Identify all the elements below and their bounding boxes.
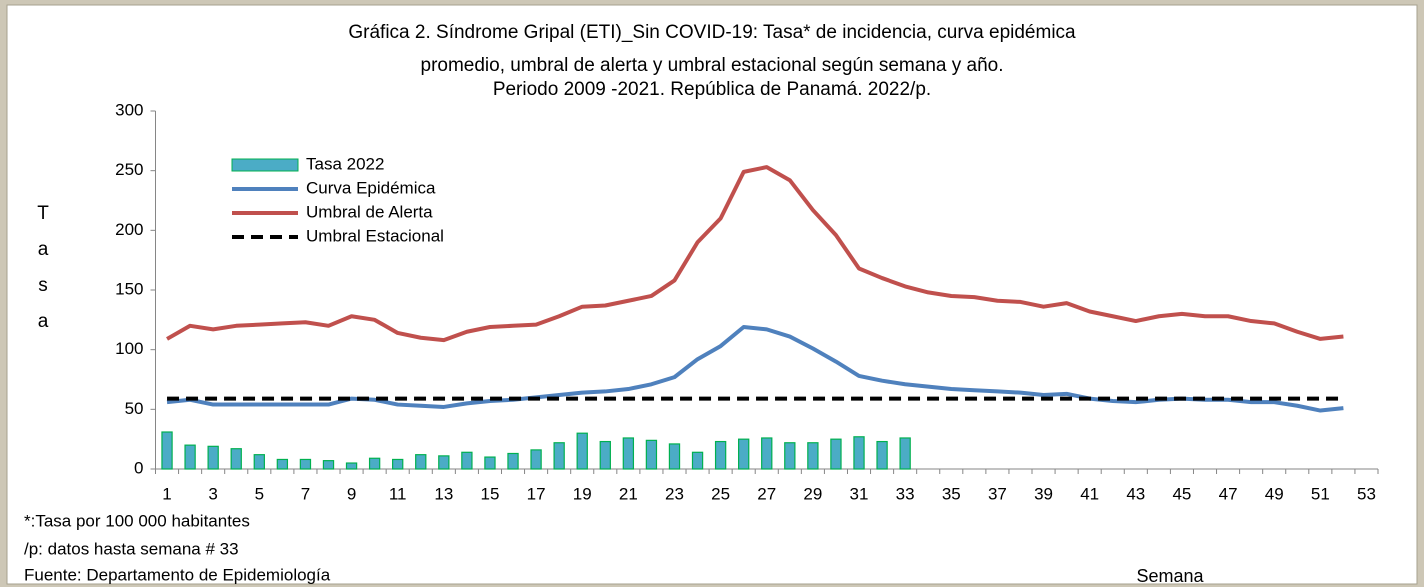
bar — [714, 440, 727, 470]
x-tick-label: 37 — [988, 484, 1007, 503]
chart-title: promedio, umbral de alerta y umbral esta… — [421, 55, 1004, 76]
legend-label: Curva Epidémica — [306, 178, 436, 197]
y-tick-label: 100 — [115, 339, 143, 358]
bar — [461, 451, 473, 470]
bar — [738, 438, 750, 470]
bar — [230, 448, 242, 470]
x-tick-label: 19 — [573, 484, 592, 503]
bar — [392, 458, 404, 470]
x-tick-label: 5 — [255, 484, 264, 503]
x-tick-label: 11 — [389, 484, 407, 503]
x-tick-label: 17 — [527, 484, 546, 503]
x-tick-label: 33 — [896, 484, 915, 503]
y-tick-label: 200 — [115, 220, 143, 239]
legend-label: Tasa 2022 — [306, 154, 384, 173]
bar — [184, 444, 196, 470]
legend-swatch — [231, 158, 299, 172]
chart-area — [6, 4, 1418, 585]
x-tick-label: 25 — [711, 484, 730, 503]
bar — [368, 457, 381, 470]
y-tick-label: 50 — [125, 399, 144, 418]
bar — [415, 454, 427, 470]
bar — [761, 437, 773, 470]
x-tick-label: 13 — [434, 484, 453, 503]
x-tick-label: 51 — [1311, 484, 1330, 503]
x-tick-label: 31 — [850, 484, 869, 503]
chart-title: Periodo 2009 -2021. República de Panamá.… — [493, 79, 931, 100]
x-tick-label: 7 — [301, 484, 310, 503]
x-tick-label: 41 — [1080, 484, 1099, 503]
x-tick-label: 23 — [665, 484, 684, 503]
x-tick-label: 15 — [480, 484, 499, 503]
footnote: Fuente: Departamento de Epidemiología — [24, 565, 331, 584]
bar — [438, 455, 450, 470]
bar — [161, 431, 173, 470]
bar — [507, 452, 519, 470]
bar — [553, 442, 565, 470]
bar — [899, 437, 911, 470]
bar — [691, 451, 704, 470]
bar — [853, 436, 865, 470]
bar — [345, 462, 358, 470]
bar — [830, 438, 842, 470]
y-tick-label: 150 — [115, 279, 143, 298]
x-tick-label: 39 — [1034, 484, 1053, 503]
chart-title: Gráfica 2. Síndrome Gripal (ETI)_Sin COV… — [348, 22, 1076, 43]
x-tick-label: 21 — [619, 484, 638, 503]
footnote: /p: datos hasta semana # 33 — [24, 539, 239, 558]
x-tick-label: 1 — [162, 484, 171, 503]
bar — [207, 445, 219, 470]
x-tick-label: 45 — [1172, 484, 1191, 503]
bar — [253, 454, 265, 470]
x-tick-label: 29 — [803, 484, 822, 503]
bar — [807, 442, 819, 470]
legend-label: Umbral de Alerta — [306, 202, 433, 221]
bar — [645, 439, 658, 470]
x-tick-label: 27 — [757, 484, 776, 503]
x-tick-label: 49 — [1265, 484, 1284, 503]
line — [166, 165, 1344, 343]
x-tick-label: 47 — [1219, 484, 1238, 503]
bar — [599, 440, 611, 470]
bar — [668, 443, 681, 470]
y-tick-label: 300 — [115, 100, 143, 119]
bar — [876, 440, 888, 470]
footnote: *:Tasa por 100 000 habitantes — [24, 511, 250, 530]
x-tick-label: 53 — [1357, 484, 1376, 503]
x-tick-label: 9 — [347, 484, 356, 503]
x-axis-label: Semana — [1136, 566, 1204, 586]
y-tick-label: 0 — [134, 458, 143, 477]
y-tick-label: 250 — [115, 160, 143, 179]
bar — [322, 460, 335, 470]
bar — [484, 456, 496, 470]
legend-label: Umbral Estacional — [306, 226, 444, 245]
y-axis-label: Tasa — [37, 203, 49, 332]
bar — [299, 458, 312, 470]
bar — [622, 437, 635, 470]
bar — [784, 442, 796, 470]
x-tick-label: 3 — [208, 484, 217, 503]
x-tick-label: 43 — [1126, 484, 1145, 503]
bar — [530, 449, 542, 470]
bar — [576, 432, 588, 470]
bar — [276, 458, 289, 470]
x-tick-label: 35 — [942, 484, 961, 503]
